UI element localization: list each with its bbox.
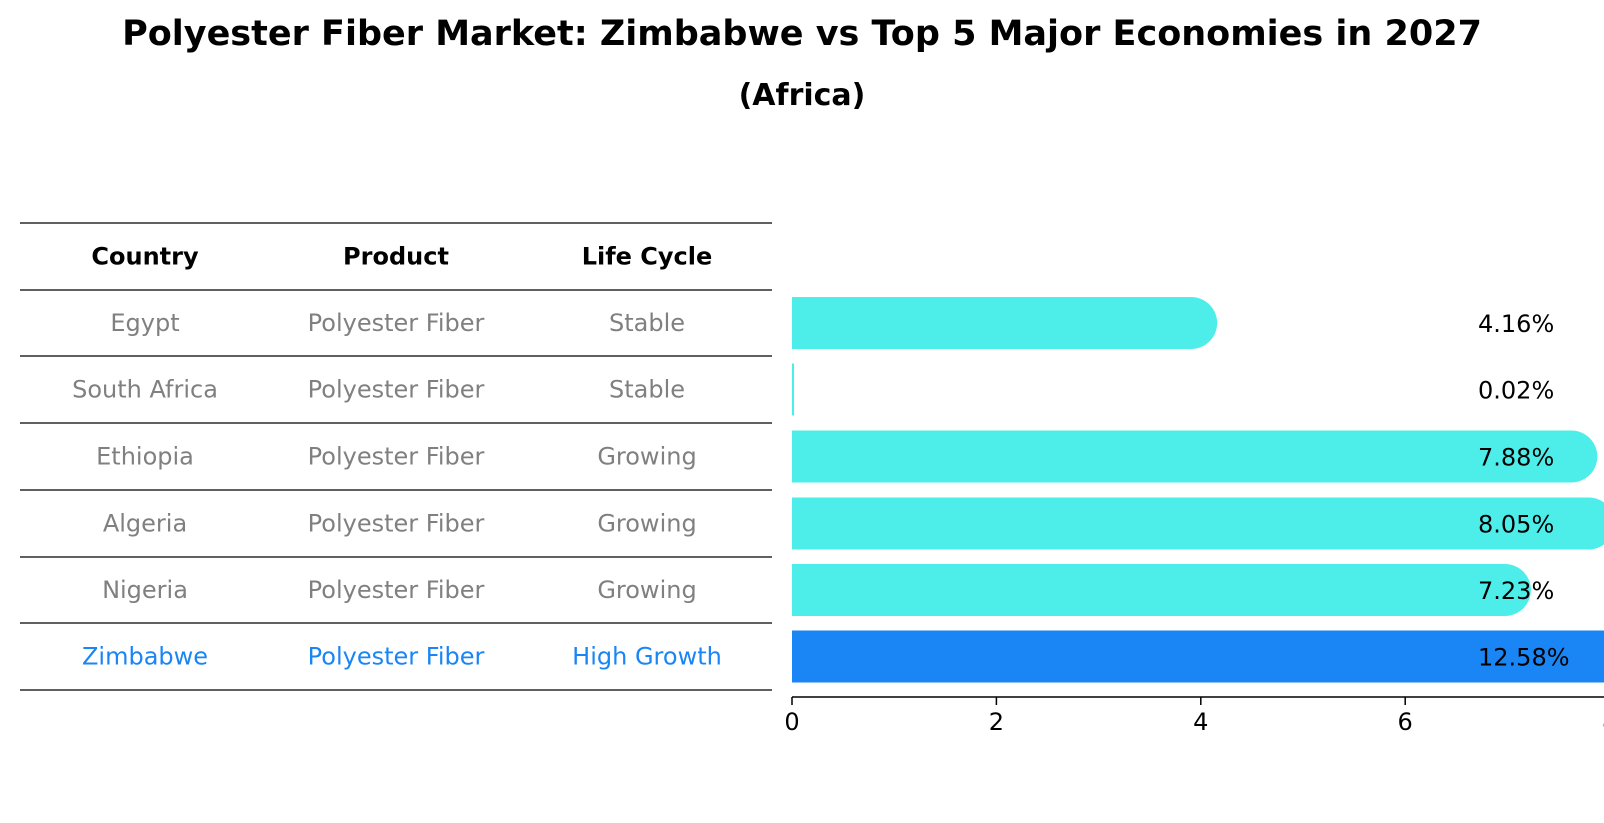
bar-ethiopia bbox=[792, 430, 1598, 483]
table-cell-life-cycle: Growing bbox=[597, 443, 696, 471]
x-tick-label: 6 bbox=[1398, 708, 1413, 736]
table-cell-country: Egypt bbox=[110, 309, 179, 337]
table-cell-product: Polyester Fiber bbox=[308, 643, 485, 671]
table-header-country: Country bbox=[91, 243, 199, 271]
table-cell-product: Polyester Fiber bbox=[308, 376, 485, 404]
data-label: 7.88% bbox=[1478, 444, 1554, 472]
table-header-life-cycle: Life Cycle bbox=[582, 243, 713, 271]
table-cell-life-cycle: Growing bbox=[597, 510, 696, 538]
data-label: 12.58% bbox=[1478, 644, 1570, 672]
table-cell-life-cycle: Stable bbox=[609, 309, 685, 337]
x-tick-label: 4 bbox=[1193, 708, 1208, 736]
table-cell-country: Zimbabwe bbox=[82, 643, 208, 671]
bar-egypt bbox=[792, 297, 1218, 349]
table-cell-life-cycle: Stable bbox=[609, 376, 685, 404]
table-cell-country: Ethiopia bbox=[96, 443, 194, 471]
chart-subtitle: (Africa) bbox=[738, 78, 866, 113]
table-cell-life-cycle: Growing bbox=[597, 576, 696, 604]
table-cell-product: Polyester Fiber bbox=[308, 309, 485, 337]
bar-zimbabwe bbox=[792, 630, 1604, 683]
x-tick-label: 2 bbox=[989, 708, 1004, 736]
table-cell-country: Algeria bbox=[103, 510, 187, 538]
x-tick-label: 8 bbox=[1602, 708, 1604, 736]
data-label: 8.05% bbox=[1478, 511, 1554, 539]
data-label: 4.16% bbox=[1478, 310, 1554, 338]
data-label: 0.02% bbox=[1478, 377, 1554, 405]
x-tick-label: 0 bbox=[784, 708, 799, 736]
table-cell-country: Nigeria bbox=[102, 576, 188, 604]
table-cell-product: Polyester Fiber bbox=[308, 510, 485, 538]
bar-nigeria bbox=[792, 564, 1531, 616]
table-cell-life-cycle: High Growth bbox=[572, 643, 722, 671]
table-cell-country: South Africa bbox=[72, 376, 218, 404]
table-cell-product: Polyester Fiber bbox=[308, 443, 485, 471]
table-header-product: Product bbox=[343, 243, 449, 271]
chart-title: Polyester Fiber Market: Zimbabwe vs Top … bbox=[122, 14, 1482, 54]
bar-south-africa bbox=[792, 363, 795, 416]
table-cell-product: Polyester Fiber bbox=[308, 576, 485, 604]
data-label: 7.23% bbox=[1478, 577, 1554, 605]
bar-algeria bbox=[792, 497, 1604, 550]
